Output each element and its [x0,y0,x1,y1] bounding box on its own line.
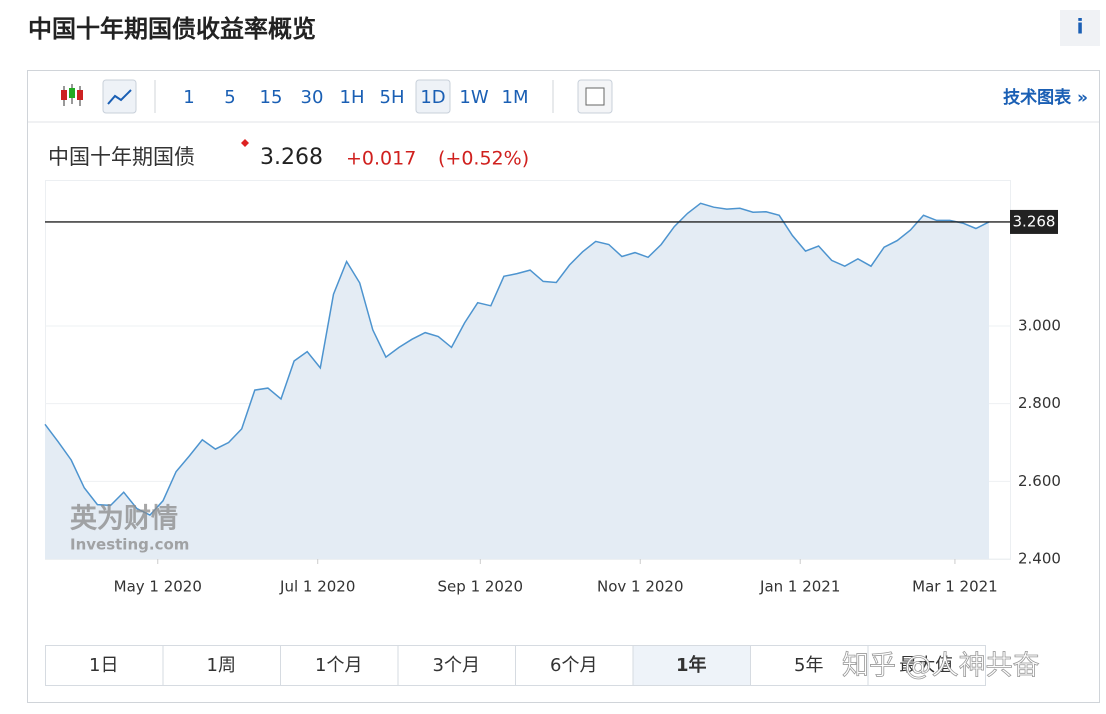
quote-marker [241,139,249,147]
area-fill [45,203,990,560]
x-tick-label: Jan 1 2021 [759,578,840,596]
interval-selected [415,79,451,114]
quote-price: 3.268 [260,145,323,170]
x-tick-label: Nov 1 2020 [597,578,684,596]
x-tick-label: May 1 2020 [114,578,202,596]
last-value-box [1010,209,1058,234]
interval-button[interactable]: 30 [301,87,324,108]
interval-button[interactable]: 15 [260,87,283,108]
plot: 2.400 2.600 2.800 3.000 May 1 2020 Jul 1 2020… [44,180,1061,596]
range-label: 3个月 [433,655,480,676]
x-tick-label: Sep 1 2020 [438,578,524,596]
range-button[interactable] [280,645,399,686]
range-label: 5年 [794,655,823,676]
range-label: 6个月 [550,655,597,676]
range-button[interactable] [867,645,986,686]
interval-button[interactable]: 1 [183,87,194,108]
y-tick-label: 2.800 [1018,394,1061,412]
panel [27,70,1100,703]
y-tick-label: 3.000 [1018,317,1061,335]
x-tick-label: Jul 1 2020 [279,578,355,596]
quote-name: 中国十年期国债 [48,145,195,169]
line-icon[interactable] [102,79,137,114]
range-label: 1日 [89,655,118,676]
range-button[interactable] [162,645,281,686]
site-watermark: Investing.com [70,536,189,554]
page-title: 中国十年期国债收益率概览 [28,15,316,43]
credit-watermark: 知乎 @人神共奋 [842,651,1040,682]
range-button[interactable] [515,645,634,686]
y-tick-label: 2.400 [1018,550,1061,568]
line [44,202,990,517]
technical-link[interactable]: 技术图表 » [1003,87,1088,108]
range-bar: 1日 1周 1个月 3个月 6个月 1年 5年 最大值 [45,645,986,686]
interval-button[interactable]: 1D [420,87,445,108]
calendar-glyph [585,87,605,106]
info-icon: i [1077,15,1084,39]
range-button[interactable] [397,645,516,686]
interval-button[interactable]: 1H [340,87,365,108]
range-label: 1个月 [315,655,362,676]
quote-change: +0.017 [346,148,416,170]
interval-button[interactable]: 1W [459,87,488,108]
range-label: 最大值 [899,655,953,676]
brand-watermark: 英为财情 [70,504,178,535]
interval-button[interactable]: 5H [380,87,405,108]
last-value-label: 3.268 [1013,212,1056,230]
quote-change-pct: (+0.52%) [438,148,529,170]
info-button[interactable] [1060,10,1100,46]
interval-button[interactable]: 1M [502,87,529,108]
x-tick-label: Mar 1 2021 [912,578,998,596]
y-tick-label: 2.600 [1018,472,1061,490]
candle-icon[interactable] [61,84,83,106]
range-label: 1周 [207,655,236,676]
interval-button[interactable]: 5 [224,87,235,108]
range-label: 1年 [676,654,707,676]
line-icon-glyph [107,89,132,105]
range-button[interactable] [45,645,164,686]
